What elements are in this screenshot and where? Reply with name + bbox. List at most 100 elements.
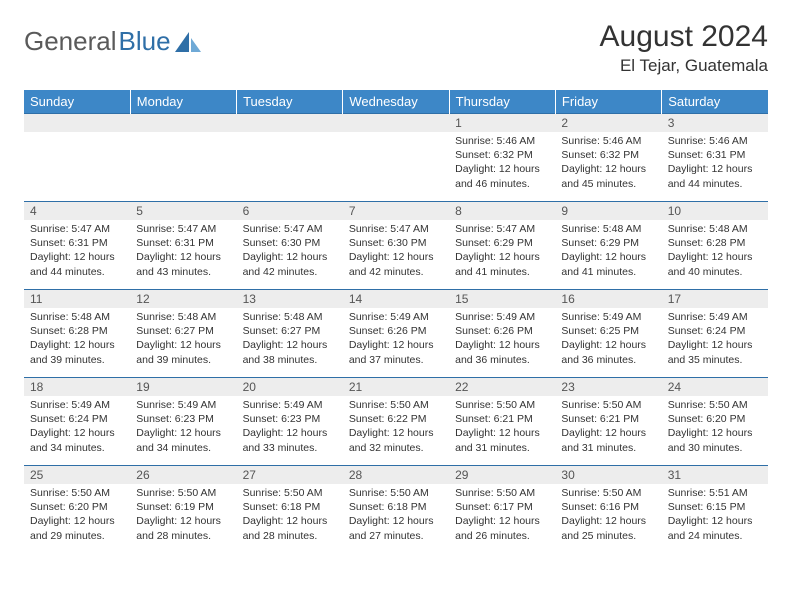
calendar-day-cell xyxy=(343,114,449,202)
day-info: Sunrise: 5:46 AMSunset: 6:32 PMDaylight:… xyxy=(449,132,555,195)
day-number: 2 xyxy=(555,114,661,132)
day-info: Sunrise: 5:48 AMSunset: 6:29 PMDaylight:… xyxy=(555,220,661,283)
day-number: 24 xyxy=(662,378,768,396)
calendar-day-cell: 15Sunrise: 5:49 AMSunset: 6:26 PMDayligh… xyxy=(449,290,555,378)
day-number: 10 xyxy=(662,202,768,220)
calendar-table: SundayMondayTuesdayWednesdayThursdayFrid… xyxy=(24,90,768,554)
day-info: Sunrise: 5:46 AMSunset: 6:31 PMDaylight:… xyxy=(662,132,768,195)
calendar-day-cell: 25Sunrise: 5:50 AMSunset: 6:20 PMDayligh… xyxy=(24,466,130,554)
weekday-header: Tuesday xyxy=(237,90,343,114)
day-number: 30 xyxy=(555,466,661,484)
calendar-day-cell: 28Sunrise: 5:50 AMSunset: 6:18 PMDayligh… xyxy=(343,466,449,554)
day-info: Sunrise: 5:47 AMSunset: 6:31 PMDaylight:… xyxy=(130,220,236,283)
day-info: Sunrise: 5:47 AMSunset: 6:30 PMDaylight:… xyxy=(237,220,343,283)
calendar-week-row: 18Sunrise: 5:49 AMSunset: 6:24 PMDayligh… xyxy=(24,378,768,466)
day-info: Sunrise: 5:50 AMSunset: 6:16 PMDaylight:… xyxy=(555,484,661,547)
calendar-day-cell xyxy=(130,114,236,202)
calendar-week-row: 1Sunrise: 5:46 AMSunset: 6:32 PMDaylight… xyxy=(24,114,768,202)
calendar-day-cell: 14Sunrise: 5:49 AMSunset: 6:26 PMDayligh… xyxy=(343,290,449,378)
calendar-day-cell: 13Sunrise: 5:48 AMSunset: 6:27 PMDayligh… xyxy=(237,290,343,378)
day-number: 16 xyxy=(555,290,661,308)
day-number: 3 xyxy=(662,114,768,132)
day-number: 28 xyxy=(343,466,449,484)
calendar-day-cell: 26Sunrise: 5:50 AMSunset: 6:19 PMDayligh… xyxy=(130,466,236,554)
calendar-day-cell: 4Sunrise: 5:47 AMSunset: 6:31 PMDaylight… xyxy=(24,202,130,290)
calendar-day-cell: 10Sunrise: 5:48 AMSunset: 6:28 PMDayligh… xyxy=(662,202,768,290)
day-number: 17 xyxy=(662,290,768,308)
weekday-header: Wednesday xyxy=(343,90,449,114)
logo-text-1: General xyxy=(24,26,117,57)
day-number: 25 xyxy=(24,466,130,484)
day-info: Sunrise: 5:50 AMSunset: 6:21 PMDaylight:… xyxy=(449,396,555,459)
day-number: 19 xyxy=(130,378,236,396)
logo-sail-icon xyxy=(175,32,201,52)
day-info: Sunrise: 5:49 AMSunset: 6:26 PMDaylight:… xyxy=(449,308,555,371)
calendar-day-cell: 9Sunrise: 5:48 AMSunset: 6:29 PMDaylight… xyxy=(555,202,661,290)
calendar-day-cell: 23Sunrise: 5:50 AMSunset: 6:21 PMDayligh… xyxy=(555,378,661,466)
day-info: Sunrise: 5:51 AMSunset: 6:15 PMDaylight:… xyxy=(662,484,768,547)
day-info: Sunrise: 5:50 AMSunset: 6:17 PMDaylight:… xyxy=(449,484,555,547)
day-number: 7 xyxy=(343,202,449,220)
day-number: 21 xyxy=(343,378,449,396)
day-number: 6 xyxy=(237,202,343,220)
calendar-day-cell: 8Sunrise: 5:47 AMSunset: 6:29 PMDaylight… xyxy=(449,202,555,290)
weekday-header: Saturday xyxy=(662,90,768,114)
day-number: 27 xyxy=(237,466,343,484)
calendar-day-cell: 5Sunrise: 5:47 AMSunset: 6:31 PMDaylight… xyxy=(130,202,236,290)
title-block: August 2024 El Tejar, Guatemala xyxy=(600,20,768,76)
day-info: Sunrise: 5:49 AMSunset: 6:24 PMDaylight:… xyxy=(662,308,768,371)
day-info: Sunrise: 5:49 AMSunset: 6:24 PMDaylight:… xyxy=(24,396,130,459)
day-number: 15 xyxy=(449,290,555,308)
weekday-header-row: SundayMondayTuesdayWednesdayThursdayFrid… xyxy=(24,90,768,114)
day-info: Sunrise: 5:50 AMSunset: 6:18 PMDaylight:… xyxy=(237,484,343,547)
calendar-week-row: 11Sunrise: 5:48 AMSunset: 6:28 PMDayligh… xyxy=(24,290,768,378)
calendar-day-cell: 2Sunrise: 5:46 AMSunset: 6:32 PMDaylight… xyxy=(555,114,661,202)
calendar-day-cell: 22Sunrise: 5:50 AMSunset: 6:21 PMDayligh… xyxy=(449,378,555,466)
calendar-day-cell: 19Sunrise: 5:49 AMSunset: 6:23 PMDayligh… xyxy=(130,378,236,466)
calendar-day-cell: 1Sunrise: 5:46 AMSunset: 6:32 PMDaylight… xyxy=(449,114,555,202)
weekday-header: Sunday xyxy=(24,90,130,114)
weekday-header: Friday xyxy=(555,90,661,114)
calendar-day-cell: 11Sunrise: 5:48 AMSunset: 6:28 PMDayligh… xyxy=(24,290,130,378)
day-info: Sunrise: 5:47 AMSunset: 6:31 PMDaylight:… xyxy=(24,220,130,283)
calendar-day-cell: 29Sunrise: 5:50 AMSunset: 6:17 PMDayligh… xyxy=(449,466,555,554)
calendar-day-cell: 16Sunrise: 5:49 AMSunset: 6:25 PMDayligh… xyxy=(555,290,661,378)
calendar-day-cell: 3Sunrise: 5:46 AMSunset: 6:31 PMDaylight… xyxy=(662,114,768,202)
day-info: Sunrise: 5:48 AMSunset: 6:28 PMDaylight:… xyxy=(24,308,130,371)
logo: GeneralBlue xyxy=(24,26,201,57)
calendar-day-cell: 21Sunrise: 5:50 AMSunset: 6:22 PMDayligh… xyxy=(343,378,449,466)
month-title: August 2024 xyxy=(600,20,768,54)
day-number: 12 xyxy=(130,290,236,308)
day-info: Sunrise: 5:48 AMSunset: 6:27 PMDaylight:… xyxy=(237,308,343,371)
calendar-week-row: 25Sunrise: 5:50 AMSunset: 6:20 PMDayligh… xyxy=(24,466,768,554)
day-number: 22 xyxy=(449,378,555,396)
day-info: Sunrise: 5:50 AMSunset: 6:22 PMDaylight:… xyxy=(343,396,449,459)
calendar-day-cell: 12Sunrise: 5:48 AMSunset: 6:27 PMDayligh… xyxy=(130,290,236,378)
day-info: Sunrise: 5:50 AMSunset: 6:19 PMDaylight:… xyxy=(130,484,236,547)
calendar-week-row: 4Sunrise: 5:47 AMSunset: 6:31 PMDaylight… xyxy=(24,202,768,290)
calendar-day-cell: 6Sunrise: 5:47 AMSunset: 6:30 PMDaylight… xyxy=(237,202,343,290)
calendar-day-cell: 20Sunrise: 5:49 AMSunset: 6:23 PMDayligh… xyxy=(237,378,343,466)
day-info: Sunrise: 5:50 AMSunset: 6:21 PMDaylight:… xyxy=(555,396,661,459)
calendar-day-cell xyxy=(24,114,130,202)
day-number: 14 xyxy=(343,290,449,308)
calendar-day-cell: 18Sunrise: 5:49 AMSunset: 6:24 PMDayligh… xyxy=(24,378,130,466)
day-info: Sunrise: 5:48 AMSunset: 6:28 PMDaylight:… xyxy=(662,220,768,283)
day-number: 23 xyxy=(555,378,661,396)
day-number: 5 xyxy=(130,202,236,220)
calendar-day-cell: 7Sunrise: 5:47 AMSunset: 6:30 PMDaylight… xyxy=(343,202,449,290)
day-number: 26 xyxy=(130,466,236,484)
day-number: 1 xyxy=(449,114,555,132)
day-info: Sunrise: 5:49 AMSunset: 6:23 PMDaylight:… xyxy=(130,396,236,459)
day-number: 31 xyxy=(662,466,768,484)
calendar-day-cell: 17Sunrise: 5:49 AMSunset: 6:24 PMDayligh… xyxy=(662,290,768,378)
calendar-day-cell: 24Sunrise: 5:50 AMSunset: 6:20 PMDayligh… xyxy=(662,378,768,466)
weekday-header: Thursday xyxy=(449,90,555,114)
day-number: 29 xyxy=(449,466,555,484)
day-info: Sunrise: 5:49 AMSunset: 6:25 PMDaylight:… xyxy=(555,308,661,371)
day-info: Sunrise: 5:49 AMSunset: 6:23 PMDaylight:… xyxy=(237,396,343,459)
day-number: 11 xyxy=(24,290,130,308)
location: El Tejar, Guatemala xyxy=(600,56,768,76)
day-number: 9 xyxy=(555,202,661,220)
day-number: 8 xyxy=(449,202,555,220)
